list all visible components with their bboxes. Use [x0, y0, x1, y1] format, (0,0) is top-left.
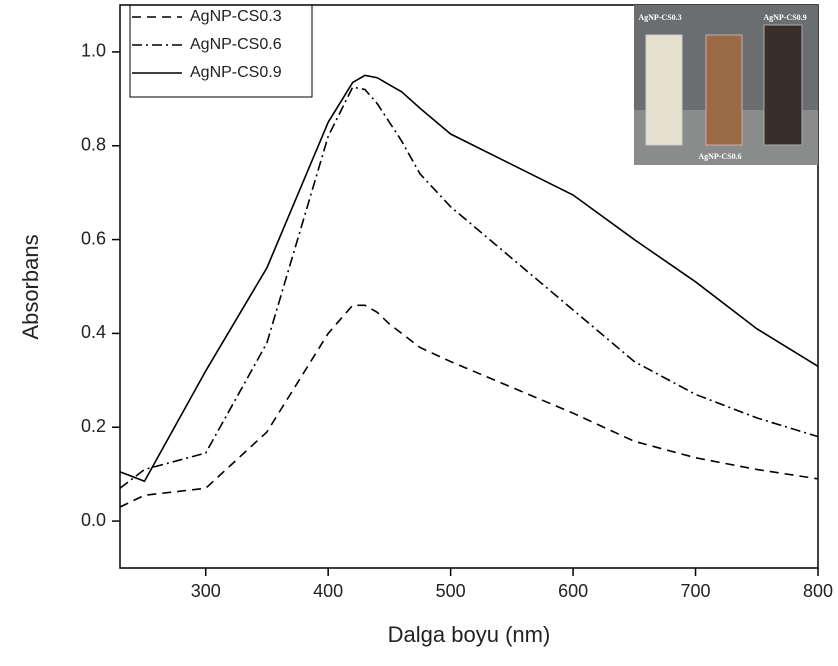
inset-label: AgNP-CS0.9 [763, 13, 806, 22]
y-axis-label: Absorbans [18, 234, 43, 339]
y-tick-label: 0.0 [81, 510, 106, 530]
x-axis-label: Dalga boyu (nm) [388, 622, 551, 647]
cuvette [645, 34, 683, 146]
y-tick-label: 0.6 [81, 228, 106, 248]
x-tick-label: 300 [191, 581, 221, 601]
x-tick-label: 500 [436, 581, 466, 601]
legend-label: AgNP-CS0.6 [190, 36, 282, 53]
series-line [119, 74, 819, 483]
cuvette [705, 34, 743, 146]
inset-label: AgNP-CS0.3 [638, 13, 681, 22]
legend-label: AgNP-CS0.3 [190, 8, 282, 25]
series-line [119, 304, 819, 508]
y-tick-label: 0.8 [81, 135, 106, 155]
x-tick-label: 400 [313, 581, 343, 601]
y-tick-label: 0.2 [81, 416, 106, 436]
legend-box [129, 4, 313, 98]
series-line [119, 86, 819, 489]
inset-photo: AgNP-CS0.3 AgNP-CS0.9 AgNP-CS0.6 [634, 5, 818, 165]
y-tick-label: 1.0 [81, 41, 106, 61]
y-tick-label: 0.4 [81, 322, 106, 342]
x-tick-label: 600 [558, 581, 588, 601]
x-tick-label: 700 [681, 581, 711, 601]
inset-label: AgNP-CS0.6 [698, 152, 741, 161]
plot-frame [119, 4, 819, 569]
legend-label: AgNP-CS0.9 [190, 64, 282, 81]
cuvette [763, 24, 803, 146]
x-tick-label: 800 [803, 581, 833, 601]
